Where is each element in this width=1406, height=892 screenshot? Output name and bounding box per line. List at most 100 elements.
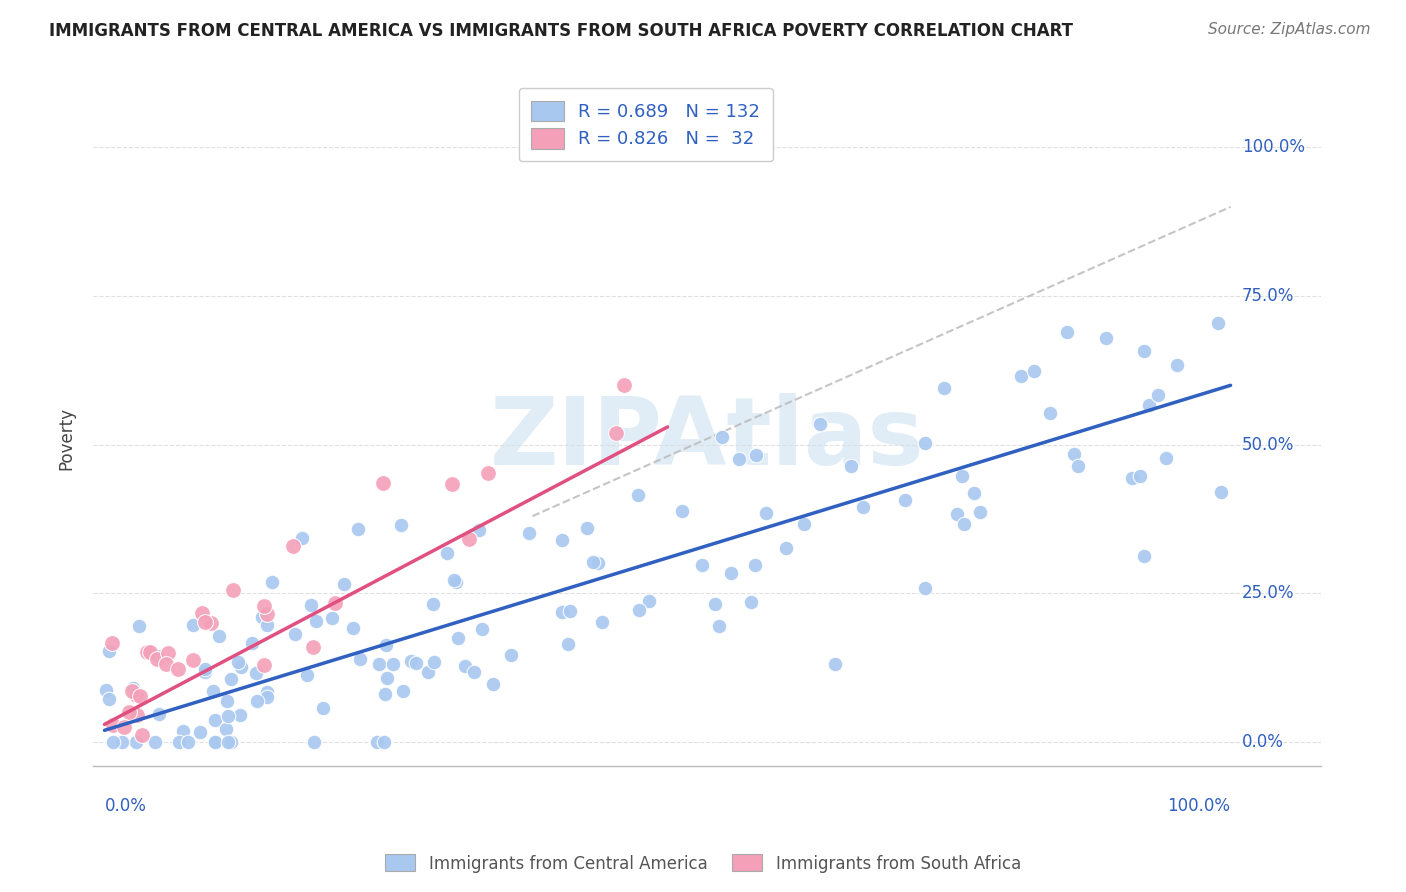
Point	[591, 615, 613, 629]
Point	[1039, 406, 1062, 420]
Point	[302, 640, 325, 655]
Point	[281, 539, 304, 553]
Point	[321, 611, 343, 625]
Point	[745, 448, 768, 462]
Point	[551, 605, 574, 619]
Point	[1063, 447, 1085, 461]
Point	[914, 581, 936, 595]
Legend: R = 0.689   N = 132, R = 0.826   N =  32: R = 0.689 N = 132, R = 0.826 N = 32	[519, 88, 773, 161]
Point	[1209, 484, 1232, 499]
Point	[246, 694, 269, 708]
Point	[458, 532, 481, 546]
Point	[471, 622, 494, 636]
Point	[671, 503, 693, 517]
Point	[932, 381, 955, 395]
Point	[914, 435, 936, 450]
Point	[824, 657, 846, 671]
Point	[136, 645, 159, 659]
Point	[98, 644, 121, 658]
Text: ZIPAtlas: ZIPAtlas	[489, 392, 924, 485]
Point	[312, 701, 335, 715]
Point	[204, 735, 226, 749]
Point	[172, 723, 194, 738]
Point	[194, 665, 217, 680]
Point	[121, 683, 143, 698]
Point	[440, 477, 463, 491]
Point	[467, 523, 489, 537]
Point	[139, 645, 162, 659]
Point	[586, 556, 609, 570]
Point	[558, 604, 581, 618]
Point	[204, 735, 226, 749]
Point	[190, 725, 212, 739]
Point	[129, 689, 152, 703]
Point	[299, 598, 322, 612]
Point	[231, 660, 253, 674]
Point	[444, 575, 467, 590]
Point	[1129, 469, 1152, 483]
Point	[775, 541, 797, 555]
Text: 50.0%: 50.0%	[1241, 436, 1294, 454]
Point	[952, 468, 974, 483]
Point	[366, 735, 388, 749]
Point	[557, 636, 579, 650]
Point	[436, 546, 458, 560]
Point	[517, 526, 540, 541]
Point	[305, 614, 328, 628]
Point	[226, 655, 249, 669]
Point	[710, 430, 733, 444]
Point	[215, 723, 238, 737]
Point	[166, 662, 188, 676]
Point	[1146, 388, 1168, 402]
Point	[253, 599, 276, 613]
Point	[367, 657, 389, 672]
Point	[1133, 343, 1156, 358]
Point	[945, 507, 967, 521]
Point	[422, 597, 444, 611]
Point	[219, 672, 242, 686]
Point	[1095, 331, 1118, 345]
Point	[253, 657, 276, 672]
Point	[690, 558, 713, 572]
Point	[453, 659, 475, 673]
Point	[302, 735, 325, 749]
Point	[94, 683, 117, 698]
Point	[183, 617, 205, 632]
Point	[499, 648, 522, 662]
Point	[143, 735, 166, 749]
Point	[128, 618, 150, 632]
Point	[118, 705, 141, 719]
Point	[1010, 368, 1032, 383]
Point	[755, 506, 778, 520]
Point	[605, 425, 627, 440]
Point	[262, 574, 284, 589]
Point	[256, 618, 278, 632]
Point	[1132, 549, 1154, 563]
Point	[399, 654, 422, 668]
Point	[215, 694, 238, 708]
Point	[204, 714, 226, 728]
Point	[1166, 358, 1188, 372]
Text: 0.0%: 0.0%	[104, 797, 146, 814]
Point	[727, 451, 749, 466]
Point	[1206, 316, 1229, 330]
Point	[371, 475, 394, 490]
Point	[122, 681, 145, 696]
Point	[167, 735, 190, 749]
Point	[342, 622, 364, 636]
Point	[176, 735, 198, 749]
Point	[418, 665, 440, 679]
Point	[228, 708, 250, 723]
Point	[191, 607, 214, 621]
Point	[240, 636, 263, 650]
Point	[323, 596, 346, 610]
Point	[391, 683, 413, 698]
Point	[1067, 459, 1090, 474]
Point	[637, 594, 659, 608]
Point	[375, 638, 398, 652]
Point	[1121, 471, 1143, 485]
Point	[1056, 326, 1078, 340]
Text: 100.0%: 100.0%	[1241, 138, 1305, 156]
Point	[704, 597, 727, 611]
Point	[443, 573, 465, 587]
